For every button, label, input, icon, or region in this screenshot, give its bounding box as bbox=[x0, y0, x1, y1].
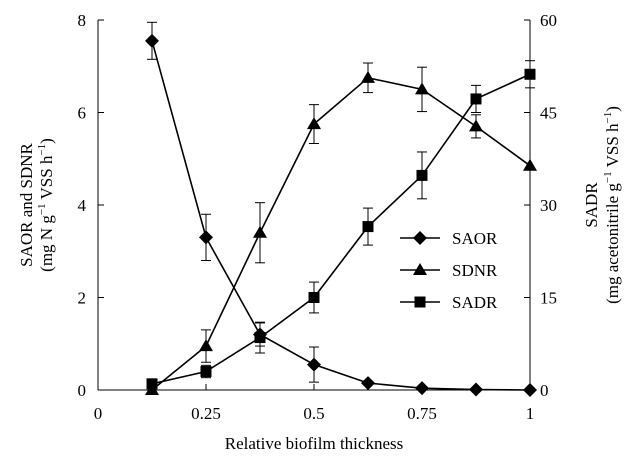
left-y-unit-part-2: VSS h bbox=[37, 155, 56, 203]
left-y-tick-label: 6 bbox=[78, 104, 87, 123]
series-sadr bbox=[146, 60, 536, 390]
right-y-tick-label: 60 bbox=[540, 11, 557, 30]
series-line-sdnr bbox=[151, 76, 531, 391]
right-y-axis-title: SADR (mg acetonitrile g−1 VSS h−1) bbox=[582, 106, 622, 304]
right-y-unit-sup-1: −1 bbox=[602, 171, 614, 183]
left-y-tick-label: 8 bbox=[78, 11, 87, 30]
point-sadr bbox=[470, 93, 482, 105]
x-tick-label: 0.75 bbox=[407, 404, 437, 423]
point-sdnr bbox=[307, 117, 321, 130]
right-y-unit-part-3: ) bbox=[603, 106, 622, 112]
point-sadr bbox=[146, 378, 158, 390]
left-y-ticks: 0 2 4 6 8 bbox=[78, 11, 104, 400]
right-y-tick-label: 45 bbox=[540, 104, 557, 123]
x-tick-label: 0.5 bbox=[303, 404, 324, 423]
point-saor bbox=[523, 383, 537, 397]
series-layer bbox=[145, 21, 537, 397]
x-tick-label: 1 bbox=[526, 404, 535, 423]
point-sdnr bbox=[523, 158, 537, 171]
point-saor bbox=[469, 382, 483, 397]
left-y-unit-part-3: ) bbox=[37, 138, 56, 144]
left-y-axis-title-line1: SAOR and SDNR bbox=[17, 142, 36, 266]
point-sdnr bbox=[415, 82, 429, 95]
left-y-unit-sup-2: −1 bbox=[36, 144, 48, 156]
left-y-axis-title-line2: (mg N g−1 VSS h−1) bbox=[36, 138, 56, 272]
right-y-unit-part-1: (mg acetonitrile g bbox=[603, 183, 622, 304]
left-y-tick-label: 2 bbox=[78, 289, 87, 308]
right-y-axis-title-line2: (mg acetonitrile g−1 VSS h−1) bbox=[602, 106, 622, 304]
series-line-saor bbox=[151, 40, 531, 391]
legend-marker-saor bbox=[413, 231, 427, 245]
left-y-axis-title: SAOR and SDNR (mg N g−1 VSS h−1) bbox=[17, 138, 56, 272]
left-y-unit-sup-1: −1 bbox=[36, 203, 48, 215]
point-sadr bbox=[416, 169, 428, 181]
point-sadr bbox=[362, 221, 374, 233]
left-y-unit-part-1: (mg N g bbox=[37, 215, 56, 272]
right-y-unit-sup-2: −1 bbox=[602, 112, 614, 124]
point-sdnr bbox=[469, 119, 483, 132]
series-saor bbox=[145, 21, 537, 397]
point-saor bbox=[361, 376, 375, 391]
right-y-ticks: 0 15 30 45 60 bbox=[524, 11, 557, 400]
right-y-axis-title-line1: SADR bbox=[582, 182, 601, 228]
point-sadr bbox=[524, 68, 536, 80]
series-sdnr bbox=[145, 62, 537, 395]
legend-marker-sadr bbox=[414, 296, 426, 308]
right-y-tick-label: 0 bbox=[540, 381, 549, 400]
x-axis-title: Relative biofilm thickness bbox=[225, 434, 403, 453]
point-sadr bbox=[254, 332, 266, 344]
right-y-tick-label: 15 bbox=[540, 289, 557, 308]
series-line-sadr bbox=[151, 73, 531, 385]
left-y-tick-label: 0 bbox=[78, 381, 87, 400]
x-tick-label: 0.25 bbox=[191, 404, 221, 423]
right-y-unit-part-2: VSS h bbox=[603, 123, 622, 171]
left-y-tick-label: 4 bbox=[78, 196, 87, 215]
point-sdnr bbox=[253, 225, 267, 238]
legend-marker-sdnr bbox=[413, 263, 427, 275]
legend: SAOR SDNR SADR bbox=[400, 229, 498, 312]
point-sadr bbox=[308, 292, 320, 303]
right-y-tick-label: 30 bbox=[540, 196, 557, 215]
legend-label-sdnr: SDNR bbox=[452, 261, 498, 280]
legend-label-sadr: SADR bbox=[452, 293, 498, 312]
point-saor bbox=[415, 381, 429, 396]
point-saor bbox=[199, 230, 213, 245]
point-sdnr bbox=[361, 70, 375, 83]
legend-label-saor: SAOR bbox=[452, 229, 498, 248]
point-sdnr bbox=[199, 339, 213, 352]
point-saor bbox=[307, 357, 321, 372]
point-sadr bbox=[200, 366, 212, 377]
plot-frame bbox=[97, 20, 531, 391]
point-saor bbox=[145, 33, 159, 48]
x-tick-label: 0 bbox=[94, 404, 103, 423]
